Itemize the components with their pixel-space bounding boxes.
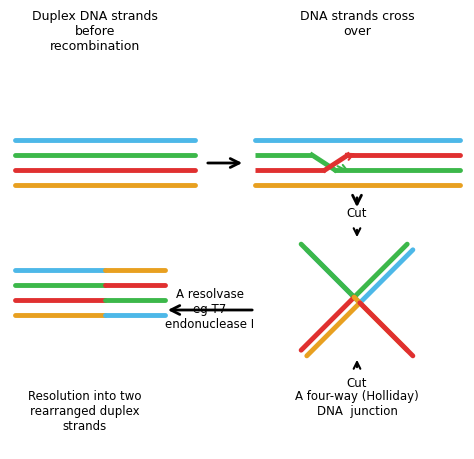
Text: Cut: Cut [347,207,367,220]
Text: DNA strands cross
over: DNA strands cross over [300,10,414,38]
Text: Resolution into two
rearranged duplex
strands: Resolution into two rearranged duplex st… [28,390,142,433]
Text: A four-way (Holliday)
DNA  junction: A four-way (Holliday) DNA junction [295,390,419,418]
Text: A resolvase
eg T7
endonuclease I: A resolvase eg T7 endonuclease I [165,288,255,331]
Text: Cut: Cut [347,377,367,390]
Text: Duplex DNA strands
before
recombination: Duplex DNA strands before recombination [32,10,158,53]
